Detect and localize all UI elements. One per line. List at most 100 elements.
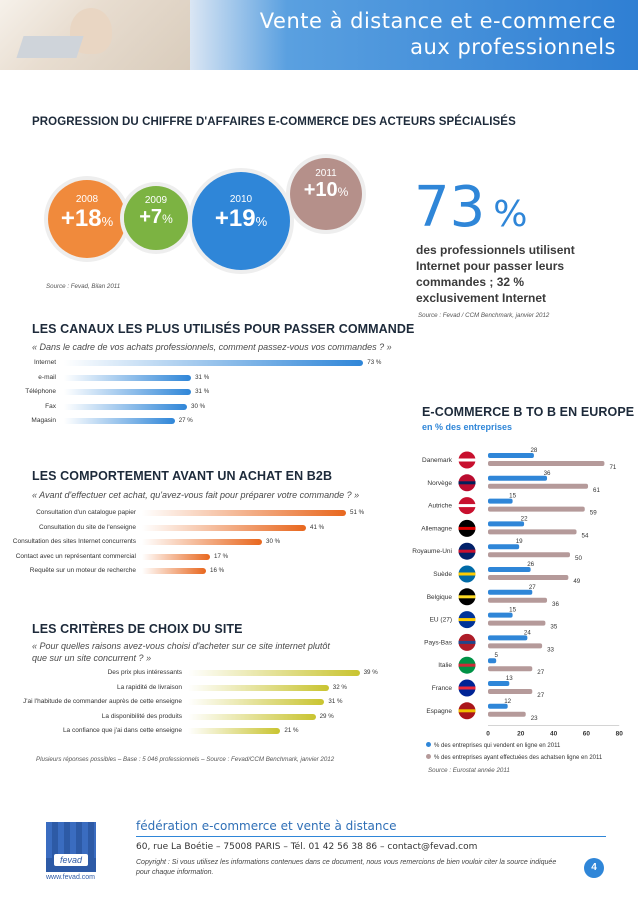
country-label: Royaume-Uni [412,548,452,555]
europe-bar [488,521,525,527]
circle-2011: 2011 +10% [290,158,362,230]
bar [142,539,262,545]
europe-bar [488,597,548,603]
europe-value: 36 [544,470,551,477]
bar-label: Contact avec un représentant commercial [15,552,136,560]
europe-value: 23 [531,715,538,722]
stat-line: commandes ; 32 % [416,275,525,289]
country-label: Danemark [422,457,453,464]
footer-title: fédération e-commerce et vente à distanc… [136,819,397,833]
country-label: Norvège [427,480,452,487]
page-title-line1: Vente à distance et e-commerce [259,9,616,33]
europe-value: 27 [529,584,536,591]
country-label: Suède [433,571,452,578]
bar-label: La confiance que j'ai dans cette enseign… [62,727,182,734]
circle-value: +19 [214,205,256,232]
bar-value: 31 % [328,698,343,705]
europe-value: 59 [590,510,597,517]
bar [64,374,192,381]
europe-value: 5 [494,652,498,659]
country-label: EU (27) [430,617,452,624]
flag-icon [458,542,476,560]
bar-value: 51 % [350,509,365,516]
flag-icon [458,497,476,515]
bar-label: Requête sur un moteur de recherche [29,567,136,574]
flag-icon [458,565,476,583]
progression-source: Source : Fevad, Bilan 2011 [46,283,121,290]
europe-value: 54 [582,532,589,539]
chart2-title: LES COMPORTEMENT AVANT UN ACHAT EN B2B [32,469,333,483]
circle-year: 2008 [75,194,99,205]
europe-subtitle: en % des entreprises [422,422,513,432]
circle-year: 2011 [315,168,337,179]
europe-bar [488,453,534,458]
europe-value: 19 [516,538,523,545]
europe-value: 12 [504,698,511,705]
europe-bar [488,589,533,595]
chart3-title: LES CRITÈRES DE CHOIX DU SITE [32,622,243,636]
europe-value: 50 [575,555,582,562]
stat-line: exclusivement Internet [416,291,547,305]
europe-bar [488,689,533,694]
chart1-title: LES CANAUX LES PLUS UTILISÉS POUR PASSER… [32,322,415,336]
bar [64,389,192,395]
bar-label: Consultation des sites Internet concurre… [12,538,136,545]
europe-bar [488,658,497,664]
bar [188,713,316,720]
footer-divider [136,836,606,837]
x-tick-label: 40 [550,731,558,738]
stat-text: des professionnels utilisent Internet po… [416,242,575,306]
bar [188,699,325,705]
europe-value: 33 [547,646,554,653]
bar-value: 31 % [195,388,210,395]
flag-icon [458,474,476,492]
circle-value: +18 [60,205,102,232]
footer-address: 60, rue La Boétie – 75008 PARIS – Tél. 0… [136,842,478,852]
circle-2009: 2009 +7% [124,186,188,250]
bar-label: J'ai l'habitude de commander auprès de c… [23,698,182,705]
europe-value: 35 [550,624,557,631]
circle-year: 2009 [144,195,168,206]
page-title: Vente à distance et e-commerce aux profe… [260,8,616,60]
flag-icon [458,679,476,697]
europe-value: 26 [527,561,534,568]
fevad-logo: fevad [46,822,96,872]
bar [64,403,187,410]
legend-label: % des entreprises qui vendent en ligne e… [434,743,561,749]
bar [142,553,210,560]
bar-label: Magasin [31,417,56,424]
chart3-subtitle-2: que sur un site concurrent ? » [32,653,152,663]
europe-bar [488,475,548,481]
bar-label: Téléphone [25,388,56,395]
circle-year: 2010 [229,194,253,205]
bar-value: 16 % [210,567,225,574]
footer-copyright: Copyright : Si vous utilisez les informa… [136,858,576,878]
bar-value: 41 % [310,523,325,531]
legend-label: % des entreprises ayant effectuées des a… [434,755,603,761]
europe-bar [488,575,569,580]
page-number: 4 [584,858,604,878]
copyright-line: Copyright : Si vous utilisez les informa… [136,859,557,866]
bar-value: 31 % [195,373,210,381]
x-tick-label: 80 [616,731,624,738]
flag-icon [458,611,476,629]
europe-bar [488,681,510,686]
europe-bar [488,483,589,489]
laptop-image [16,36,84,58]
flag-icon [458,633,476,651]
chart3-subtitle-1: « Pour quelles raisons avez-vous choisi … [32,641,330,651]
footer-url[interactable]: www.fevad.com [46,874,96,881]
europe-bar [488,620,546,626]
logo-pattern [46,822,96,858]
stat-source: Source : Fevad / CCM Benchmark, janvier … [418,312,550,319]
bar-value: 17 % [214,552,229,560]
europe-bar [488,711,526,717]
circle-value: +7 [139,206,163,228]
flag-icon [458,588,476,606]
progression-title: PROGRESSION DU CHIFFRE D'AFFAIRES E-COMM… [32,116,516,128]
stat-line: Internet pour passer leurs [416,259,565,273]
europe-bar [488,635,528,641]
country-label: Espagne [426,708,452,715]
europe-title: E-COMMERCE B TO B EN EUROPE [422,405,635,419]
bar-value: 21 % [284,727,299,734]
